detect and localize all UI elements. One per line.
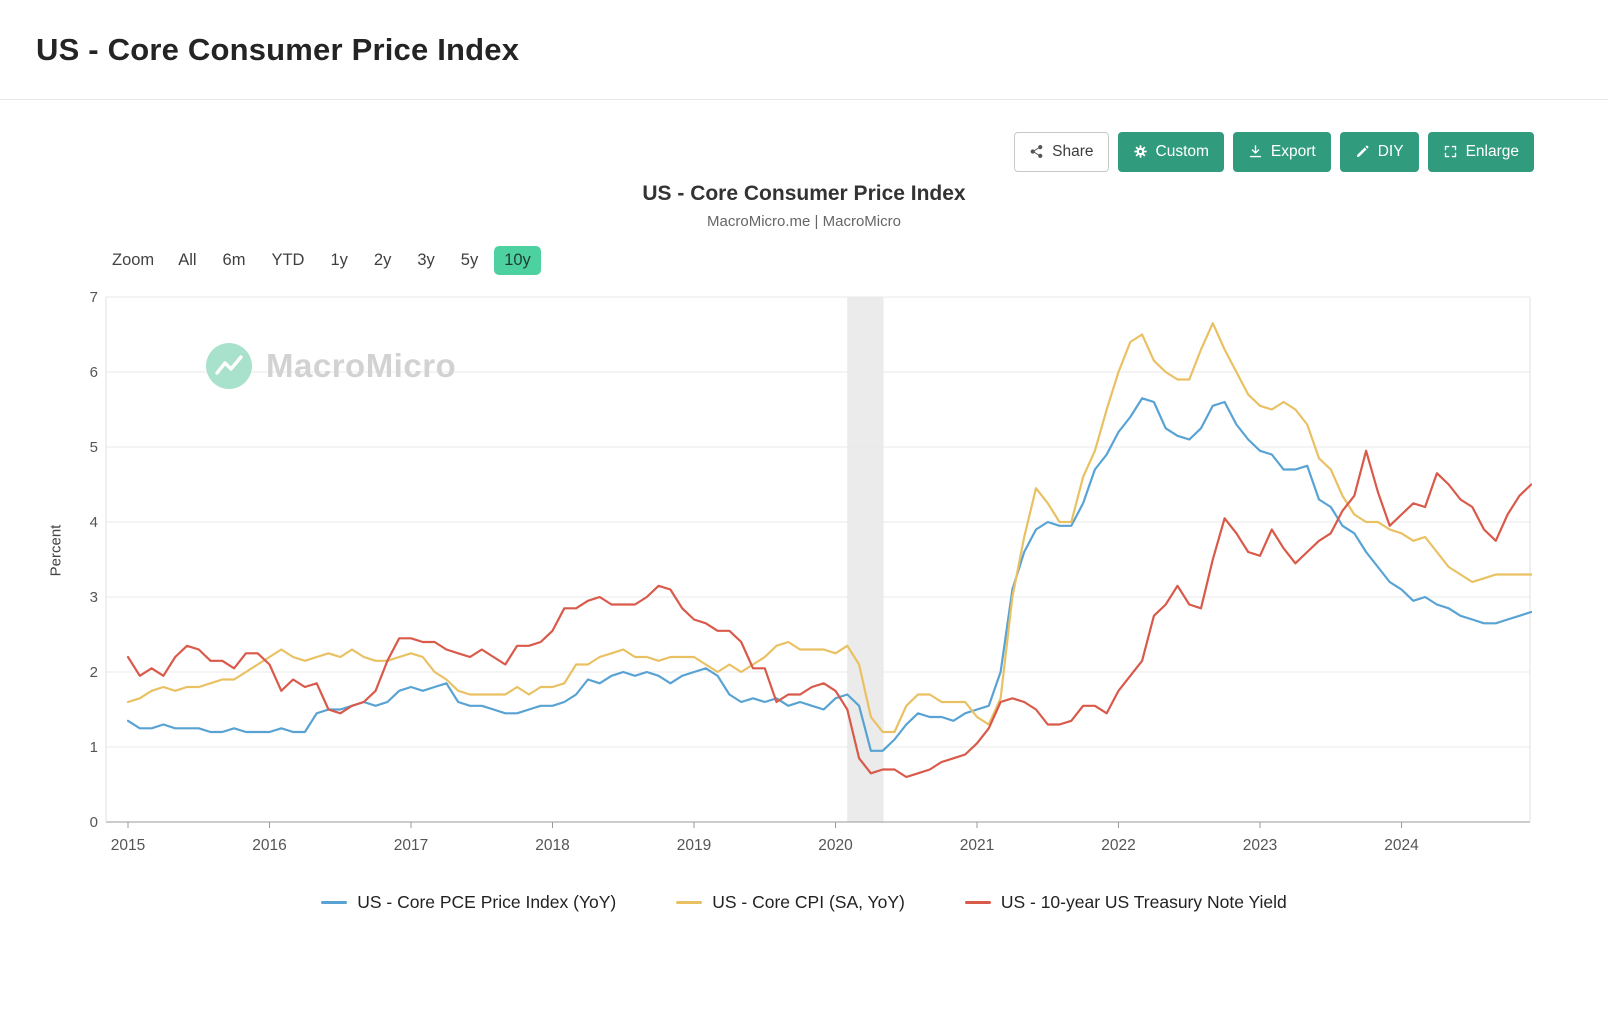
- x-tick-label: 2015: [111, 837, 145, 854]
- x-tick-label: 2019: [677, 837, 711, 854]
- x-tick-label: 2018: [535, 837, 569, 854]
- chart-header: US - Core Consumer Price Index MacroMicr…: [0, 182, 1608, 230]
- enlarge-button[interactable]: Enlarge: [1427, 132, 1534, 172]
- x-tick-label: 2022: [1101, 837, 1135, 854]
- legend-marker: [321, 900, 348, 904]
- x-tick-label: 2023: [1243, 837, 1277, 854]
- zoom-option-3y[interactable]: 3y: [417, 250, 435, 269]
- gear-icon: [1133, 144, 1148, 159]
- legend-item[interactable]: US - Core CPI (SA, YoY): [676, 892, 905, 913]
- toolbar: Share Custom Export: [0, 100, 1608, 172]
- export-button[interactable]: Export: [1232, 132, 1331, 172]
- y-tick-label: 2: [90, 664, 98, 681]
- y-tick-label: 0: [90, 814, 98, 831]
- y-tick-label: 6: [90, 364, 98, 381]
- y-tick-label: 4: [90, 514, 98, 531]
- page-header: US - Core Consumer Price Index: [0, 0, 1608, 100]
- zoom-option-1y[interactable]: 1y: [330, 250, 348, 269]
- legend-marker: [676, 900, 703, 904]
- x-tick-label: 2017: [394, 837, 428, 854]
- chart-legend: US - Core PCE Price Index (YoY) US - Core…: [0, 892, 1608, 913]
- y-tick-label: 5: [90, 439, 98, 456]
- zoom-option-ytd[interactable]: YTD: [271, 250, 305, 269]
- series-line-0: [126, 396, 1532, 752]
- page-title: US - Core Consumer Price Index: [36, 31, 520, 67]
- enlarge-button-label: Enlarge: [1465, 143, 1519, 160]
- chart-subtitle: MacroMicro.me | MacroMicro: [707, 212, 901, 230]
- x-tick-label: 2020: [818, 837, 853, 854]
- share-button-label: Share: [1052, 143, 1094, 160]
- chart-title: US - Core Consumer Price Index: [642, 181, 966, 205]
- download-icon: [1248, 144, 1263, 159]
- x-tick-label: 2016: [252, 837, 286, 854]
- series-line-1: [126, 321, 1532, 733]
- custom-button[interactable]: Custom: [1117, 132, 1224, 172]
- recession-band: [847, 296, 884, 822]
- zoom-option-2y[interactable]: 2y: [373, 250, 392, 269]
- y-tick-label: 7: [90, 289, 98, 306]
- export-button-label: Export: [1270, 143, 1316, 160]
- zoom-option-10y[interactable]: 10y: [494, 245, 541, 275]
- custom-button-label: Custom: [1155, 143, 1209, 160]
- legend-label: US - Core CPI (SA, YoY): [712, 891, 905, 912]
- chart-plot: 0 1 2 3 4 5 6 7 2015 2016 2017 2018 2019 2020 2021 2022…: [90, 289, 1532, 854]
- enlarge-icon: [1443, 144, 1458, 159]
- zoom-label: Zoom: [112, 250, 155, 269]
- zoom-option-6m[interactable]: 6m: [222, 250, 246, 269]
- y-tick-label: 1: [90, 739, 98, 756]
- legend-label: US - Core PCE Price Index (YoY): [357, 891, 617, 912]
- pencil-icon: [1355, 144, 1370, 159]
- legend-item[interactable]: US - 10-year US Treasury Note Yield: [964, 891, 1287, 913]
- x-tick-label: 2024: [1384, 837, 1419, 854]
- share-icon: [1029, 144, 1044, 159]
- legend-marker: [964, 900, 991, 904]
- zoom-option-5y[interactable]: 5y: [460, 250, 479, 269]
- legend-item[interactable]: US - Core PCE Price Index (YoY): [321, 892, 616, 913]
- share-button[interactable]: Share: [1014, 132, 1109, 172]
- zoom-bar: Zoom All 6m YTD 1y 2y 3y 5y 10y: [112, 245, 1608, 275]
- zoom-option-all[interactable]: All: [178, 250, 197, 269]
- y-tick-label: 3: [90, 589, 98, 606]
- series-line-2: [126, 449, 1532, 778]
- diy-button[interactable]: DIY: [1339, 132, 1419, 172]
- x-tick-label: 2021: [960, 837, 994, 854]
- zoom-options: All 6m YTD 1y 2y 3y 5y 10y: [168, 245, 541, 275]
- legend-label: US - 10-year US Treasury Note Yield: [1000, 891, 1287, 912]
- chart-plot-area: Percent 0 1 2 3 4 5 6 7 2015 2016 2017 2018 2019 2020…: [0, 287, 1608, 862]
- diy-button-label: DIY: [1377, 143, 1404, 160]
- y-axis-title: Percent: [47, 524, 65, 576]
